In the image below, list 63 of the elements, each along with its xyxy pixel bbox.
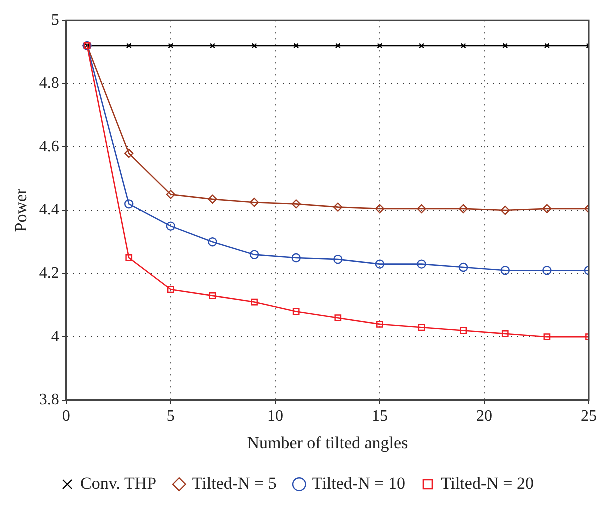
y-tick-label: 4.8 — [39, 75, 60, 92]
y-tick-label: 4.2 — [39, 265, 60, 282]
point — [544, 43, 550, 49]
point — [210, 43, 216, 49]
point — [334, 202, 343, 212]
point — [500, 206, 510, 216]
x-tick-label: 20 — [476, 408, 492, 426]
y-tick-label: 4 — [51, 328, 60, 346]
point — [334, 254, 343, 264]
point — [292, 200, 301, 209]
point — [335, 43, 341, 49]
point — [124, 200, 134, 209]
point — [167, 286, 174, 294]
point — [126, 254, 133, 262]
y-tick-label: 3.8 — [39, 392, 60, 409]
point — [251, 298, 258, 306]
point — [294, 43, 300, 49]
point — [376, 321, 384, 328]
point — [417, 204, 426, 214]
point — [419, 43, 424, 49]
x-tick-label: 15 — [372, 408, 388, 426]
point — [375, 204, 385, 214]
point — [458, 204, 468, 214]
point — [250, 250, 260, 260]
point — [209, 292, 216, 300]
point — [377, 43, 383, 49]
x-axis-title: Number of tilted angles — [247, 433, 408, 452]
point — [166, 190, 176, 200]
y-axis-title: Power — [12, 188, 31, 232]
point — [166, 222, 176, 231]
point — [126, 43, 132, 49]
legend-label: Tilted-N = 10 — [312, 474, 406, 493]
x-tick-label: 5 — [166, 408, 175, 426]
point — [460, 327, 468, 334]
point — [168, 43, 174, 49]
x-tick-label: 25 — [581, 408, 597, 426]
point — [542, 204, 552, 214]
point — [542, 266, 552, 276]
point — [250, 198, 260, 208]
point — [417, 260, 426, 269]
legend-label: Tilted-N = 20 — [440, 474, 534, 493]
point — [124, 148, 134, 158]
point — [460, 43, 466, 49]
legend-label: Tilted-N = 5 — [192, 474, 277, 493]
x-tick-label: 0 — [62, 408, 70, 426]
point — [502, 43, 508, 49]
point — [292, 308, 300, 316]
y-tick-label: 4.4 — [39, 202, 60, 219]
point — [544, 334, 551, 341]
legend-label: Conv. THP — [80, 474, 157, 493]
point — [500, 266, 510, 276]
point — [292, 253, 301, 263]
point — [502, 330, 509, 338]
point — [458, 262, 468, 272]
point — [418, 324, 426, 332]
point — [334, 314, 342, 322]
point — [252, 43, 258, 49]
x-tick-label: 10 — [267, 408, 284, 426]
point — [208, 194, 218, 204]
y-tick-label: 5 — [51, 12, 60, 29]
point — [375, 260, 385, 269]
point — [208, 238, 218, 247]
y-tick-label: 4.6 — [39, 138, 60, 156]
